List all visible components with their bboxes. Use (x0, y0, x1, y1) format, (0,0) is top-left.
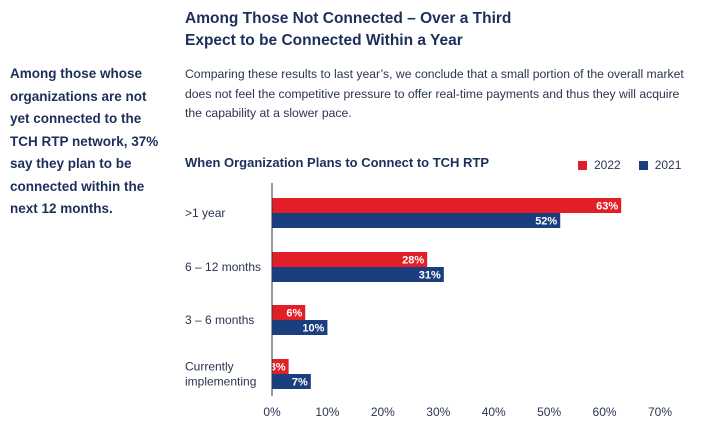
legend-label-2022: 2022 (594, 158, 621, 172)
x-tick-label-5: 50% (537, 405, 561, 419)
bar-value-label-2021-3: 7% (292, 377, 308, 389)
bar-value-label-2022-1: 28% (402, 255, 424, 267)
bar-value-label-2022-0: 63% (596, 201, 618, 213)
intro-paragraph: Comparing these results to last year’s, … (185, 67, 684, 120)
bar-value-label-2021-1: 31% (419, 270, 441, 282)
x-tick-label-2: 20% (371, 405, 395, 419)
bar-2021-1 (272, 267, 444, 282)
bar-value-label-2021-2: 10% (302, 323, 324, 335)
bar-value-label-2022-3: 3% (270, 362, 286, 374)
legend-swatch-2021 (638, 160, 648, 170)
legend-swatch-2022 (578, 160, 587, 170)
x-tick-label-0: 0% (263, 405, 281, 419)
bar-2021-3 (272, 374, 311, 389)
bar-2022-0 (272, 198, 622, 213)
bar-value-label-2021-0: 52% (535, 216, 557, 228)
bar-value-label-2022-2: 6% (286, 308, 302, 320)
legend-item-2021: 2021 (638, 158, 682, 172)
callout-text: Among those whose organizations are not … (10, 66, 159, 216)
category-label-3-1: implementing (185, 375, 256, 389)
category-label-3-0: Currently (185, 360, 234, 374)
category-label-0-0: >1 year (185, 206, 225, 220)
page-heading-line-2: Expect to be Connected Within a Year (185, 32, 463, 49)
bar-2021-2 (272, 320, 328, 335)
category-label-2-0: 3 – 6 months (185, 313, 254, 327)
x-tick-label-4: 40% (482, 405, 506, 419)
bar-2022-1 (272, 252, 428, 267)
x-tick-label-7: 70% (648, 405, 672, 419)
x-tick-label-3: 30% (426, 405, 450, 419)
chart-title: When Organization Plans to Connect to TC… (185, 155, 490, 170)
bar-2021-0 (272, 213, 561, 228)
bar-2022-2 (272, 305, 306, 320)
x-tick-label-1: 10% (315, 405, 339, 419)
chart-legend: 2022 2021 (578, 158, 681, 172)
page-heading-line-1: Among Those Not Connected – Over a Third (185, 10, 512, 27)
bar-2022-3 (272, 359, 289, 374)
legend-label-2021: 2021 (654, 158, 682, 172)
page-heading: Among Those Not Connected – Over a Third… (185, 8, 605, 52)
category-label-1-0: 6 – 12 months (185, 260, 261, 274)
x-tick-label-6: 60% (593, 405, 617, 419)
legend-item-2022: 2022 (578, 158, 621, 172)
